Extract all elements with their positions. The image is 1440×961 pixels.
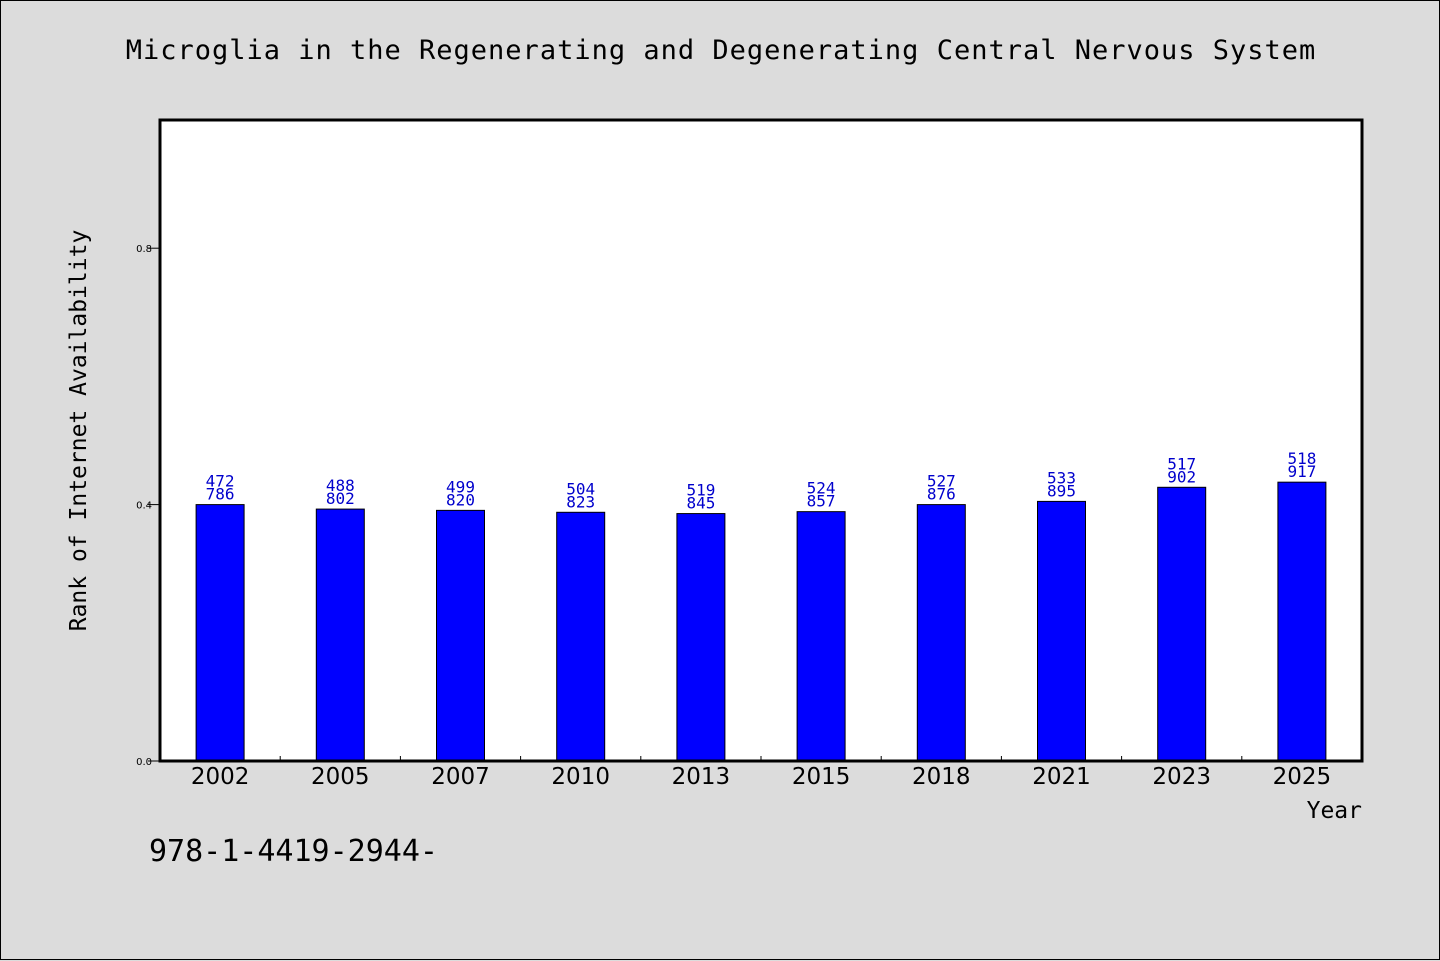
data-label-bottom: 845 [686,494,715,513]
data-label-top: 518 [1287,449,1316,468]
chart-title: Microglia in the Regenerating and Degene… [125,35,1317,66]
y-axis-label: Rank of Internet Availability [66,230,92,632]
bar [676,513,726,762]
bar [1037,500,1086,762]
data-label-top: 524 [807,479,836,498]
plot-border [158,118,1364,763]
x-tick-label: 2013 [672,764,731,790]
y-tick-label: 0.0 [136,757,152,768]
x-tick-label: 2015 [792,764,851,790]
data-label-top: 527 [927,472,956,491]
data-label-bottom: 917 [1287,462,1316,481]
x-axis-label: Year [1307,798,1362,824]
bar [796,511,846,762]
data-label-bottom: 876 [927,485,956,504]
data-label-bottom: 802 [326,489,355,508]
data-label-bottom: 786 [206,485,235,504]
data-label-top: 519 [686,481,715,500]
bar [195,504,245,762]
x-tick-label: 2021 [1032,764,1091,790]
bar [556,511,606,762]
x-tick-label: 2025 [1273,764,1332,790]
bar [916,504,966,762]
x-tick-label: 2023 [1152,764,1211,790]
y-tick-label: 0.8 [136,244,152,255]
data-label-top: 472 [206,472,235,491]
data-label-bottom: 823 [566,492,595,511]
bar [1157,486,1207,762]
x-tick-label: 2018 [912,764,971,790]
bar [436,509,485,762]
data-label-bottom: 895 [1047,481,1076,500]
data-label-bottom: 820 [446,490,475,509]
x-tick-label: 2010 [551,764,610,790]
data-label-bottom: 902 [1167,467,1196,486]
data-label-top: 499 [446,477,475,496]
bar [1277,481,1327,762]
x-tick-label: 2005 [311,764,370,790]
y-tick-label: 0.4 [136,501,152,512]
footer-code: 978-1-4419-2944- [149,834,438,869]
data-label-bottom: 857 [807,492,836,511]
x-tick-label: 2002 [191,764,250,790]
data-label-top: 504 [566,479,595,498]
data-label-top: 533 [1047,468,1076,487]
x-tick-label: 2007 [431,764,490,790]
bar [315,508,365,762]
data-label-top: 488 [326,476,355,495]
data-label-top: 517 [1167,454,1196,473]
